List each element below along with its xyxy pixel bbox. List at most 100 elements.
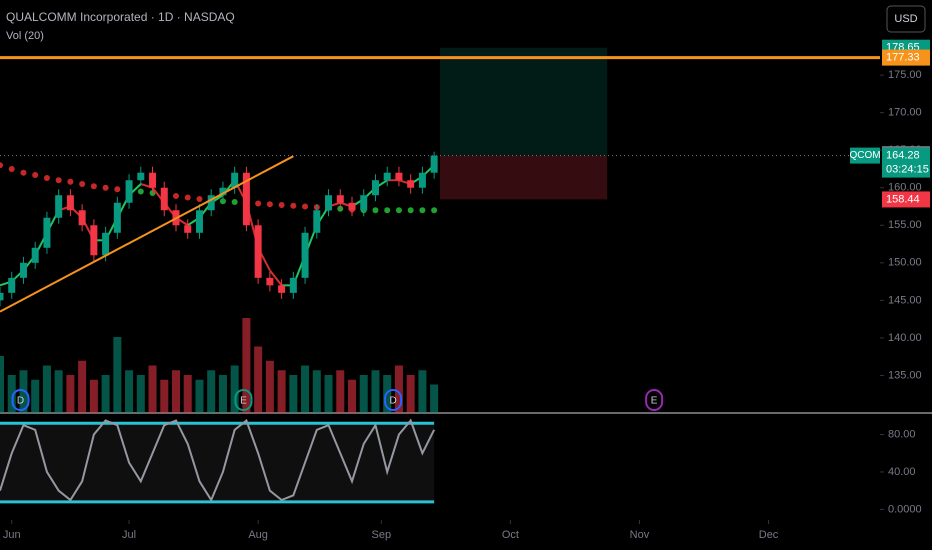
price-label: 158.44 (886, 193, 920, 205)
volume-bar (218, 375, 227, 413)
volume-bar (42, 365, 51, 413)
volume-bar (19, 370, 28, 413)
volume-bar (78, 360, 87, 413)
candle-body (160, 187, 168, 211)
volume-bar (348, 379, 356, 413)
candle-body (360, 195, 368, 211)
position-loss (440, 155, 608, 200)
candle-body (149, 172, 157, 188)
candle-body (325, 195, 333, 211)
ma-dot (419, 207, 426, 214)
y-tick-label: 160.00 (888, 182, 922, 194)
x-tick-label: Jul (122, 529, 136, 541)
volume-bar (242, 318, 251, 413)
ma-dot (20, 169, 27, 176)
event-label: E (240, 396, 247, 407)
currency-button[interactable] (886, 5, 926, 33)
volume-bar (7, 375, 16, 413)
candle-body (254, 225, 262, 278)
candle-body (113, 202, 121, 233)
price-label-bg (882, 49, 930, 66)
ma-dot (55, 177, 62, 184)
volume-bar (230, 365, 239, 413)
ma-dot (32, 171, 39, 178)
chart-title: QUALCOMM Incorporated · 1D · NASDAQ (6, 10, 235, 24)
currency[interactable]: USD (894, 13, 917, 25)
y-tick-label: 135.00 (888, 369, 922, 381)
y-tick-label: 170.00 (888, 107, 922, 119)
y2-tick-label: 80.00 (888, 428, 916, 440)
volume-bar (277, 370, 286, 413)
candle-body (125, 180, 133, 203)
ma-dot (231, 198, 238, 205)
candle-body (184, 225, 192, 233)
candle-body (207, 195, 215, 211)
ma-dot (8, 165, 15, 172)
volume-bar (254, 346, 263, 413)
candle-body (219, 187, 227, 196)
candle-body (348, 202, 356, 211)
y2-tick-label: 40.00 (888, 466, 916, 478)
trendline (0, 155, 294, 313)
candle-body (278, 285, 286, 293)
volume-bar (31, 379, 40, 413)
y-tick-label: 145.00 (888, 294, 922, 306)
volume-bar (101, 375, 110, 413)
volume-bar (336, 370, 345, 413)
candle-body (137, 172, 145, 181)
candle-body (102, 232, 110, 256)
ma-dot (407, 207, 414, 214)
candle-body (301, 232, 309, 278)
volume-bar (89, 379, 98, 413)
candle-body (31, 247, 39, 263)
candle-body (19, 262, 27, 278)
position-profit (440, 47, 608, 156)
volume-bar (183, 375, 192, 413)
ma-dot (384, 207, 391, 214)
candle-body (383, 172, 391, 181)
candle-body (395, 172, 403, 181)
x-tick-label: Aug (248, 529, 268, 541)
y-tick-label: 140.00 (888, 332, 922, 344)
symbol-bg (850, 147, 880, 164)
volume-bar (148, 365, 157, 413)
ma-dot (431, 207, 438, 214)
ma-dot (79, 180, 86, 187)
ma-dot (266, 201, 273, 208)
event-marker (645, 389, 664, 411)
volume-label: Vol (20) (6, 30, 44, 42)
last-price: 164.28 (886, 149, 920, 161)
event-marker (384, 389, 403, 411)
volume-bar (125, 370, 134, 413)
ma-dot (137, 188, 144, 195)
y-tick-label: 150.00 (888, 257, 922, 269)
candle-body (231, 172, 239, 188)
x-tick-label: Sep (372, 529, 392, 541)
volume-bar (371, 370, 380, 413)
stoch-fill (0, 423, 435, 502)
candle-body (289, 277, 297, 293)
volume-bar (160, 379, 169, 413)
ema-segment (269, 269, 283, 286)
y2-tick-label: 0.0000 (888, 503, 922, 515)
volume-bar (312, 370, 321, 413)
volume-bar (195, 379, 204, 413)
ma-dot (90, 183, 97, 190)
candle-body (430, 155, 438, 173)
x-tick-label: Nov (630, 529, 650, 541)
ma-dot (302, 203, 309, 210)
candle-body (371, 180, 379, 196)
volume-bar (418, 370, 427, 413)
candle-body (418, 172, 426, 188)
ma-dot (102, 184, 109, 191)
x-tick-label: Dec (759, 529, 779, 541)
event-label: E (651, 396, 658, 407)
volume-bar (301, 365, 310, 413)
ma-dot (114, 186, 121, 193)
volume-bar (394, 365, 403, 413)
candle-body (336, 195, 344, 203)
price-label-bg (882, 191, 930, 208)
candle-body (313, 210, 321, 233)
ma-dot (372, 207, 379, 214)
